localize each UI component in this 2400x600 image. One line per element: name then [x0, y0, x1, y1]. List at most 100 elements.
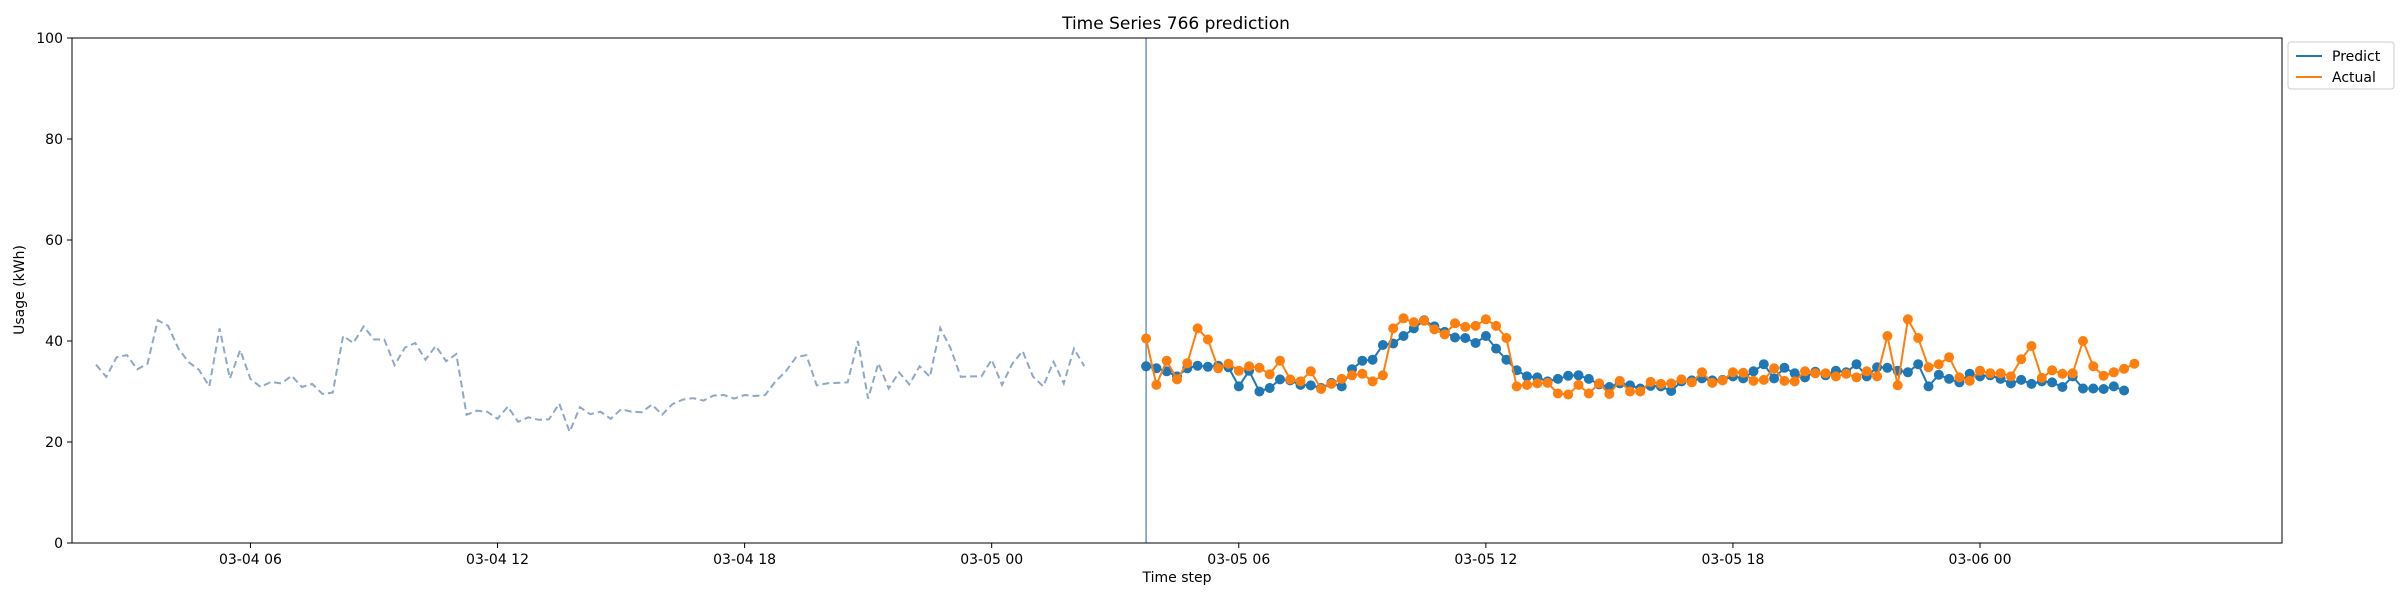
actual-point — [1305, 366, 1316, 377]
y-tick-label: 80 — [45, 132, 63, 148]
axes-ticks: 0 20 40 60 80 100 03-04 06 03-04 12 03-04 18 03-0… — [36, 31, 2011, 568]
actual-point — [1151, 379, 1162, 390]
actual-point — [1666, 378, 1677, 389]
actual-point — [1769, 363, 1780, 374]
actual-point — [1748, 375, 1759, 386]
x-tick-label: 03-04 18 — [713, 552, 776, 568]
actual-point — [1223, 358, 1234, 369]
actual-point — [1172, 374, 1182, 385]
plot-frame — [71, 37, 2283, 544]
actual-point — [2119, 363, 2130, 374]
predict-point — [2088, 383, 2099, 394]
actual-point — [1738, 367, 1749, 378]
actual-point — [1800, 366, 1810, 377]
predict-point — [1902, 367, 1913, 378]
predict-point — [1192, 360, 1203, 371]
x-tick-label: 03-05 00 — [960, 552, 1023, 568]
predict-point — [1923, 381, 1934, 392]
x-tick-label: 03-05 18 — [1701, 552, 1764, 568]
actual-point — [1583, 388, 1594, 399]
actual-point — [1450, 318, 1460, 329]
actual-point — [1944, 352, 1955, 363]
predict-point — [1275, 374, 1285, 385]
actual-point — [1902, 314, 1913, 325]
actual-point — [2108, 367, 2119, 378]
actual-point — [1357, 368, 1368, 379]
actual-point — [1460, 321, 1471, 332]
predict-point — [1779, 362, 1790, 373]
actual-point — [1995, 368, 2006, 379]
actual-point — [1429, 324, 1440, 335]
predict-point — [2119, 385, 2130, 396]
actual-point — [1213, 363, 1224, 374]
predict-point — [1202, 361, 1213, 372]
actual-point — [1573, 379, 1584, 390]
actual-point — [2067, 368, 2078, 379]
x-tick-label: 03-04 12 — [466, 552, 529, 568]
predict-point — [1583, 373, 1594, 384]
y-axis-label: Usage (kWh) — [12, 245, 28, 335]
actual-point — [1872, 371, 1883, 382]
predict-point — [1305, 380, 1316, 391]
predict-point — [2098, 384, 2109, 394]
actual-point — [1985, 368, 1996, 379]
history-line — [95, 318, 1086, 435]
actual-point — [1233, 365, 1244, 376]
actual-point — [1275, 355, 1285, 366]
actual-point — [1542, 377, 1553, 388]
actual-point — [1192, 323, 1203, 334]
actual-point — [1882, 331, 1893, 341]
actual-point — [1326, 378, 1337, 389]
x-tick-label: 03-06 00 — [1949, 552, 2012, 568]
x-tick-label: 03-05 12 — [1454, 552, 1517, 568]
predict-point — [1470, 338, 1481, 348]
actual-point — [1707, 377, 1718, 388]
predict-point — [1233, 381, 1244, 392]
actual-point — [1439, 329, 1450, 340]
x-axis-label: Time step — [1142, 570, 1212, 586]
actual-point — [1141, 333, 1152, 344]
predict-point — [2005, 378, 2016, 389]
actual-point — [1285, 374, 1296, 385]
actual-point — [1830, 371, 1841, 382]
actual-point — [1697, 367, 1707, 378]
actual-point — [1491, 320, 1502, 331]
predict-point — [1357, 355, 1368, 366]
actual-point — [1594, 378, 1605, 389]
predict-point — [1964, 368, 1975, 379]
predict-point — [2016, 374, 2027, 385]
actual-point — [1388, 323, 1399, 334]
predict-point — [1450, 332, 1460, 343]
predict-point — [1460, 333, 1471, 343]
actual-point — [1779, 375, 1790, 386]
chart-title: Time Series 766 prediction — [1061, 14, 1290, 34]
predict-point — [2057, 382, 2068, 392]
actual-point — [1367, 376, 1378, 387]
predict-point — [1141, 361, 1152, 372]
actual-point — [2047, 365, 2058, 376]
actual-point — [1480, 314, 1491, 325]
actual-point — [1820, 368, 1831, 379]
actual-point — [1923, 362, 1934, 373]
predict-point — [2108, 381, 2119, 392]
actual-point — [1522, 379, 1532, 390]
predict-point — [1666, 386, 1677, 396]
y-tick-label: 100 — [36, 31, 63, 47]
x-tick-label: 03-04 06 — [219, 552, 282, 568]
predict-point — [1264, 383, 1275, 393]
actual-point — [1202, 334, 1213, 345]
predict-point — [1377, 340, 1388, 350]
actual-point — [2057, 368, 2068, 379]
actual-point — [1419, 315, 1430, 326]
actual-point — [1511, 381, 1522, 392]
actual-point — [2005, 371, 2016, 382]
y-tick-label: 40 — [45, 334, 63, 350]
predict-point — [1758, 359, 1769, 370]
actual-point — [1655, 378, 1666, 389]
predict-point — [2078, 383, 2088, 394]
actual-point — [1727, 367, 1738, 378]
predict-point — [1522, 371, 1532, 382]
predict-point — [1851, 359, 1862, 370]
actual-point — [1964, 375, 1975, 386]
